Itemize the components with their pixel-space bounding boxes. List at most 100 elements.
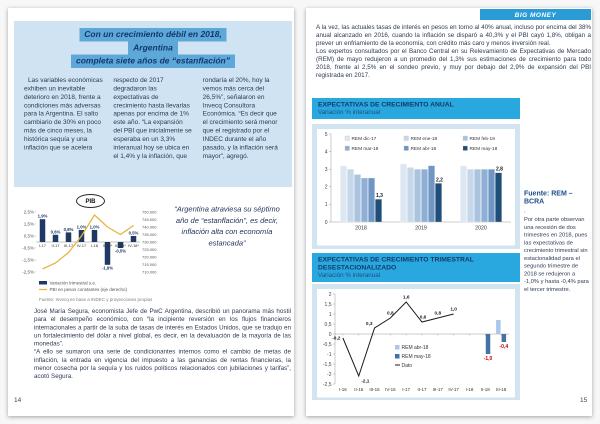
svg-text:2,2: 2,2 — [436, 177, 443, 183]
svg-text:-2: -2 — [327, 372, 332, 378]
svg-text:0,6%: 0,6% — [51, 229, 61, 234]
svg-text:-0,4: -0,4 — [500, 344, 509, 350]
svg-text:Variación trimestral s.e.: Variación trimestral s.e. — [50, 281, 97, 286]
svg-text:REM ene-18: REM ene-18 — [411, 136, 438, 142]
svg-text:2,5%: 2,5% — [24, 210, 34, 215]
svg-text:PBI en pesos constantes (eje d: PBI en pesos constantes (eje derecho) — [50, 287, 128, 292]
svg-text:II-17: II-17 — [417, 387, 427, 392]
svg-text:0,8: 0,8 — [387, 311, 394, 317]
axes: 2 1,5 1 0,5 0 -0,5 -1 -1,5 -2 -2,5 — [323, 292, 509, 388]
footnote: Fuente: Invecq en base a INDEC y proyecc… — [39, 297, 153, 302]
svg-text:III-16: III-16 — [369, 387, 380, 392]
svg-text:IV-18*: IV-18* — [128, 243, 139, 248]
svg-text:710.000: 710.000 — [142, 270, 157, 275]
section-header-quarterly: EXPECTATIVAS DE CRECIMIENTO TRIMESTRAL D… — [312, 253, 520, 282]
page-number-left: 14 — [14, 396, 22, 404]
sidebar-text: Por otra parte observan una recesión de … — [524, 216, 589, 293]
quarterly-chart: 2 1,5 1 0,5 0 -0,5 -1 -1,5 -2 -2,5 I-16 II-16 III-16… — [317, 289, 515, 398]
svg-text:1,0%: 1,0% — [90, 225, 100, 230]
svg-text:REM abr-18: REM abr-18 — [411, 146, 437, 152]
svg-text:II-18: II-18 — [481, 387, 491, 392]
line-labels: -0,2 -2,1 0,3 0,8 1,6 0,6 0,8 1,0 — [332, 295, 457, 385]
x-axis-labels: I-16 II-16 III-16 IV-16 I-17 II-17 III-17 IV-17… — [339, 387, 507, 392]
svg-text:III-18*: III-18* — [115, 243, 126, 248]
svg-text:2: 2 — [325, 185, 328, 191]
bar-labels: 1,9%0,6% 0,8% 1,0% 1,0%-1,9%-0,5%0,5% — [38, 214, 139, 271]
svg-text:III-17: III-17 — [433, 387, 444, 392]
intro-panel: Con un crecimiento débil en 2018, Argenti… — [14, 21, 292, 187]
paragraph: A la vez, las actuales tasas de interés … — [316, 23, 591, 47]
svg-text:IV-16: IV-16 — [385, 387, 396, 392]
pull-quote: “Argentina atraviesa su séptimo año de “… — [174, 205, 280, 248]
article-title-line: Argentina — [128, 41, 178, 55]
intro-column-1: Las variables económicas exhiben un inev… — [24, 75, 103, 152]
svg-text:IV-17: IV-17 — [448, 387, 459, 392]
svg-text:Dato: Dato — [402, 363, 413, 369]
svg-text:III-17: III-17 — [64, 243, 74, 248]
svg-text:1: 1 — [325, 202, 328, 208]
svg-text:-1,0: -1,0 — [484, 356, 493, 362]
svg-text:IV-17: IV-17 — [77, 243, 87, 248]
quarterly-chart-panel: 2 1,5 1 0,5 0 -0,5 -1 -1,5 -2 -2,5 I-16 II-16 III-16… — [312, 284, 520, 400]
section-subtitle: Variación % interanual — [318, 108, 381, 116]
svg-text:I-18: I-18 — [466, 387, 474, 392]
axes: 0 1 2 3 4 5 — [325, 132, 511, 226]
svg-text:II-17: II-17 — [51, 243, 60, 248]
pbi-line — [42, 214, 134, 270]
svg-text:750.000: 750.000 — [142, 210, 157, 215]
svg-text:715.000: 715.000 — [142, 262, 157, 267]
svg-text:II-16: II-16 — [354, 387, 364, 392]
svg-text:REM abr-18: REM abr-18 — [402, 345, 429, 351]
svg-text:745.000: 745.000 — [142, 217, 157, 222]
svg-text:REM dic-17: REM dic-17 — [352, 136, 377, 142]
x-axis-labels: 2018 2019 2020 — [355, 226, 487, 232]
bar-labels: -1,0 -0,4 — [484, 344, 509, 362]
section-subtitle: Variación % interanual — [318, 271, 381, 279]
legend: REM dic-17 REM ene-18 REM feb-18 REM mar-18… — [344, 135, 498, 152]
paragraph: José María Segura, economista Jefe de Pw… — [34, 307, 291, 348]
svg-text:-0,5%: -0,5% — [22, 246, 34, 251]
bar-labels: 1,3 2,2 2,8 — [376, 167, 503, 199]
annual-chart: 0 1 2 3 4 5 1,3 2,2 2,8 2018 2019 2020 REM dic-17 REM… — [317, 129, 515, 246]
intro-column-3: rondaría el 20%, hoy la vemos más cerca … — [202, 75, 278, 160]
body-paragraphs-left: José María Segura, economista Jefe de Pw… — [34, 307, 291, 380]
stray-period: . — [524, 207, 526, 214]
svg-text:1: 1 — [329, 312, 332, 318]
section-title: EXPECTATIVAS DE CRECIMIENTO TRIMESTRAL D… — [318, 255, 474, 272]
dato-line — [342, 301, 454, 378]
svg-text:-1,5%: -1,5% — [22, 258, 34, 263]
svg-text:3: 3 — [325, 167, 328, 173]
svg-text:2018: 2018 — [355, 226, 367, 232]
section-header-annual: EXPECTATIVAS DE CRECIMIENTO ANUAL Variac… — [312, 98, 520, 119]
svg-text:-1,5: -1,5 — [323, 362, 332, 368]
svg-text:1,6: 1,6 — [403, 295, 410, 301]
svg-text:2: 2 — [329, 292, 332, 298]
bars — [340, 163, 502, 223]
svg-text:1,3: 1,3 — [376, 193, 383, 199]
intro-columns: Las variables económicas exhiben un inev… — [14, 68, 292, 160]
svg-text:0,5%: 0,5% — [24, 234, 34, 239]
svg-text:-0,5%: -0,5% — [115, 249, 126, 254]
svg-text:III-18: III-18 — [496, 387, 507, 392]
source-block: Fuente: REM – BCRA . Por otra parte obse… — [524, 189, 591, 294]
svg-text:II-18*: II-18* — [103, 243, 113, 248]
source-label: Fuente: REM – BCRA — [524, 189, 573, 205]
svg-text:1,0: 1,0 — [450, 307, 457, 313]
svg-text:-2,5: -2,5 — [323, 382, 332, 388]
pib-chart-title: PIB — [76, 194, 105, 208]
svg-text:0,5: 0,5 — [325, 322, 332, 328]
svg-text:-1: -1 — [327, 352, 332, 358]
page-left: Con un crecimiento débil en 2018, Argenti… — [8, 8, 294, 416]
svg-text:0,5%: 0,5% — [129, 231, 139, 236]
svg-text:1,9%: 1,9% — [38, 214, 48, 219]
paragraph: Los expertos consultados por el Banco Ce… — [316, 47, 591, 79]
svg-text:-2,5%: -2,5% — [22, 270, 34, 275]
svg-text:1,0%: 1,0% — [77, 225, 87, 230]
svg-text:2019: 2019 — [415, 226, 427, 232]
page-number-right: 15 — [580, 396, 588, 404]
legend: REM abr-18 REM may-18 Dato — [395, 345, 431, 369]
svg-text:REM feb-18: REM feb-18 — [470, 136, 496, 142]
pib-chart: PIB 2,5% 1,5% 0,5% -0,5% -1,5% -2,5% 750.000 74… — [14, 194, 165, 310]
svg-text:-2,1: -2,1 — [361, 379, 370, 385]
